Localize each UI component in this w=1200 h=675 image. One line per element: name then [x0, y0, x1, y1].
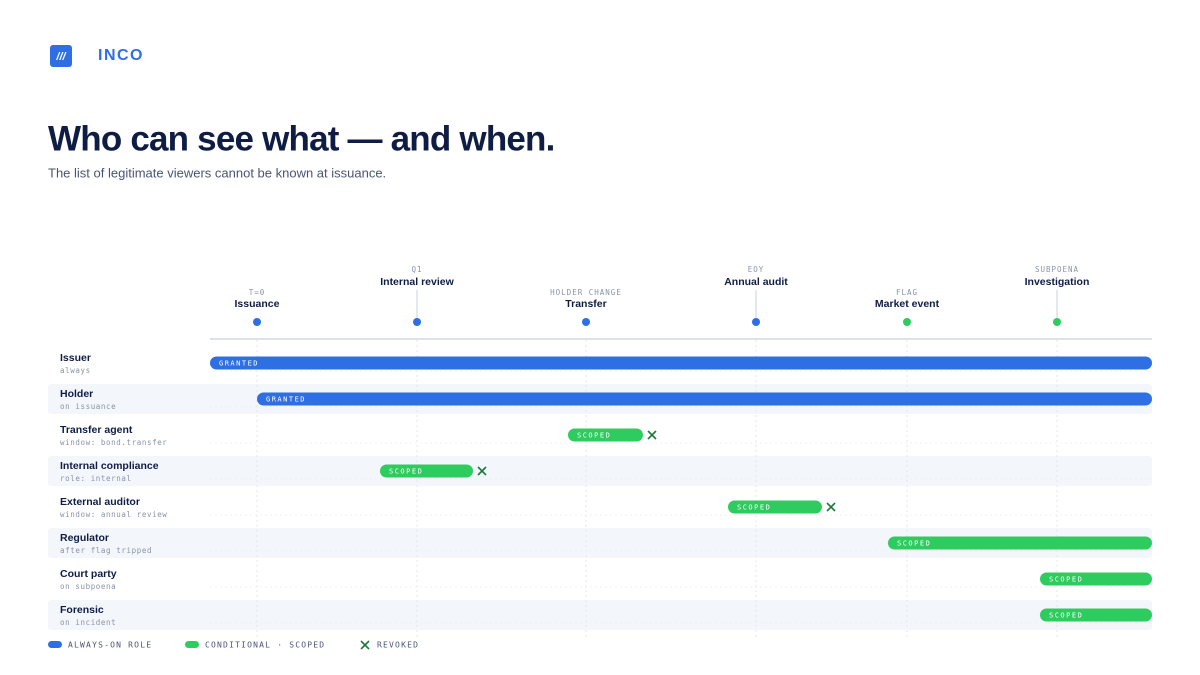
event-tag: HOLDER CHANGE — [550, 288, 622, 297]
row-note: always — [60, 366, 91, 375]
row-name: External auditor — [60, 496, 140, 508]
row-note: role: internal — [60, 474, 132, 483]
access-bar — [210, 356, 1152, 370]
row-name: Issuer — [60, 352, 91, 364]
row-band — [48, 456, 1152, 486]
row-name: Transfer agent — [60, 424, 133, 436]
bar-label: SCOPED — [737, 504, 771, 512]
event-dot — [1053, 318, 1061, 326]
row-note: on subpoena — [60, 582, 116, 591]
event-dot — [413, 318, 421, 326]
bar-label: SCOPED — [1049, 612, 1083, 620]
bar-label: SCOPED — [577, 432, 611, 440]
access-bar — [728, 500, 822, 514]
row-name: Forensic — [60, 604, 104, 616]
logo-glyph: /// — [55, 51, 67, 63]
event-dot — [903, 318, 911, 326]
legend-label: CONDITIONAL · SCOPED — [205, 641, 325, 650]
event-label: Market event — [875, 298, 940, 310]
event-tag: FLAG — [896, 288, 918, 297]
row-note: window: bond.transfer — [60, 438, 167, 447]
event-tag: Q1 — [411, 265, 422, 274]
bar-label: GRANTED — [266, 396, 306, 404]
event-label: Annual audit — [724, 276, 788, 288]
bar-label: SCOPED — [897, 540, 931, 548]
row-name: Court party — [60, 568, 117, 580]
access-bar — [888, 536, 1152, 550]
event-tag: SUBPOENA — [1035, 265, 1079, 274]
legend-swatch — [48, 641, 62, 648]
event-tag: EOY — [748, 265, 765, 274]
brand: INCO — [98, 47, 144, 64]
access-bar — [1040, 572, 1152, 586]
event-dot — [253, 318, 261, 326]
legend-swatch — [185, 641, 199, 648]
bar-label: GRANTED — [219, 360, 259, 368]
logo-mark — [50, 45, 72, 67]
title: Who can see what — and when. — [48, 119, 555, 158]
event-label: Issuance — [235, 298, 280, 310]
row-name: Internal compliance — [60, 460, 159, 472]
row-note: on incident — [60, 618, 116, 627]
event-dot — [582, 318, 590, 326]
revoked-mark — [826, 502, 836, 512]
row-note: window: annual review — [60, 510, 167, 519]
access-bar — [1040, 608, 1152, 622]
subtitle: The list of legitimate viewers cannot be… — [48, 165, 386, 180]
event-tag: T=0 — [249, 288, 266, 297]
access-bar — [380, 464, 473, 478]
bar-label: SCOPED — [1049, 576, 1083, 584]
row-note: on issuance — [60, 402, 116, 411]
revoked-mark — [647, 430, 657, 440]
legend-label: ALWAYS-ON ROLE — [68, 641, 152, 650]
event-label: Internal review — [380, 276, 454, 288]
access-bar — [568, 428, 643, 442]
event-dot — [752, 318, 760, 326]
row-note: after flag tripped — [60, 546, 152, 555]
bar-label: SCOPED — [389, 468, 423, 476]
legend-label: REVOKED — [377, 641, 419, 650]
revoked-mark — [477, 466, 487, 476]
row-name: Regulator — [60, 532, 109, 544]
row-name: Holder — [60, 388, 93, 400]
event-label: Transfer — [565, 298, 606, 310]
access-bar — [257, 392, 1152, 406]
row-band — [48, 600, 1152, 630]
event-label: Investigation — [1025, 276, 1090, 288]
legend-swatch — [360, 640, 370, 650]
